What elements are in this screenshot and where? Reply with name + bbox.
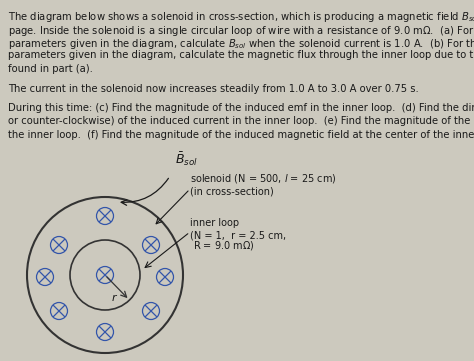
Text: or counter-clockwise) of the induced current in the inner loop.  (e) Find the ma: or counter-clockwise) of the induced cur… <box>8 117 474 126</box>
Text: (N = 1,  r = 2.5 cm,: (N = 1, r = 2.5 cm, <box>190 230 286 240</box>
Text: (in cross-section): (in cross-section) <box>190 187 274 197</box>
Text: R = 9.0 m$\Omega$): R = 9.0 m$\Omega$) <box>190 239 255 252</box>
Text: The current in the solenoid now increases steadily from 1.0 A to 3.0 A over 0.75: The current in the solenoid now increase… <box>8 83 419 93</box>
Text: page. Inside the solenoid is a single circular loop of wire with a resistance of: page. Inside the solenoid is a single ci… <box>8 23 474 38</box>
Text: the inner loop.  (f) Find the magnitude of the induced magnetic field at the cen: the inner loop. (f) Find the magnitude o… <box>8 130 474 140</box>
Text: parameters given in the diagram, calculate the magnetic flux through the inner l: parameters given in the diagram, calcula… <box>8 51 474 61</box>
Text: The diagram below shows a solenoid in cross-section, which is producing a magnet: The diagram below shows a solenoid in cr… <box>8 10 474 24</box>
Text: solenoid (N = 500, $l$ = 25 cm): solenoid (N = 500, $l$ = 25 cm) <box>190 172 337 185</box>
Text: $\bar{B}_{sol}$: $\bar{B}_{sol}$ <box>175 151 198 168</box>
Text: parameters given in the diagram, calculate $B_{sol}$ when the solenoid current i: parameters given in the diagram, calcula… <box>8 37 474 51</box>
Text: found in part (a).: found in part (a). <box>8 64 93 74</box>
Text: During this time: (c) Find the magnitude of the induced emf in the inner loop.  : During this time: (c) Find the magnitude… <box>8 103 474 113</box>
Text: inner loop: inner loop <box>190 218 239 228</box>
Text: r: r <box>112 293 117 303</box>
